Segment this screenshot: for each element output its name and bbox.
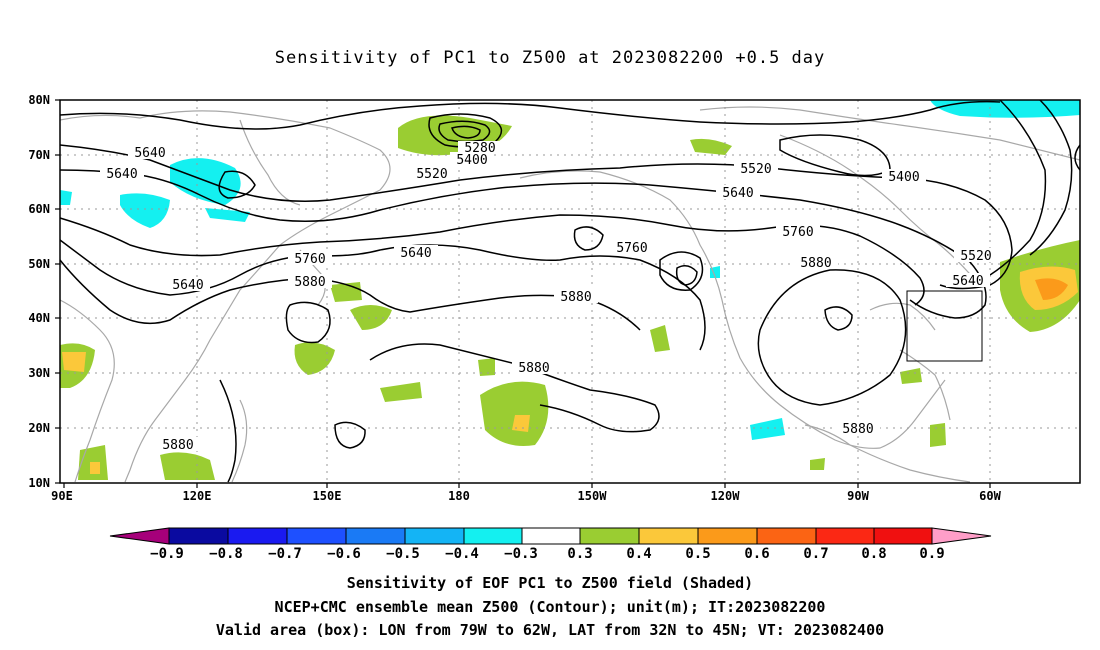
valid-area-box bbox=[906, 290, 983, 362]
contour-label: 5640 bbox=[952, 274, 983, 289]
colorbar-label: −0.9 bbox=[150, 546, 184, 562]
lat-label: 50N bbox=[28, 257, 50, 271]
map-frame bbox=[59, 99, 1081, 484]
colorbar-label: −0.6 bbox=[327, 546, 361, 562]
contour-label: 5880 bbox=[162, 438, 193, 453]
colorbar-label: 0.5 bbox=[685, 546, 710, 562]
colorbar-swatch bbox=[109, 527, 170, 545]
lat-label: 40N bbox=[28, 311, 50, 325]
colorbar-labels: −0.9 −0.8 −0.7 −0.6 −0.5 −0.4 −0.3 0.3 0… bbox=[150, 546, 945, 562]
colorbar-swatch bbox=[345, 527, 406, 545]
lat-label: 30N bbox=[28, 366, 50, 380]
contour-label: 5760 bbox=[294, 252, 325, 267]
colorbar-label: 0.9 bbox=[919, 546, 944, 562]
colorbar-swatch bbox=[168, 527, 229, 545]
contour-label: 5520 bbox=[740, 162, 771, 177]
colorbar-swatch bbox=[579, 527, 640, 545]
colorbar-swatch bbox=[873, 527, 933, 545]
lon-label: 90W bbox=[847, 489, 869, 503]
colorbar-label: −0.4 bbox=[445, 546, 479, 562]
colorbar-label: 0.6 bbox=[744, 546, 769, 562]
tick-marks bbox=[55, 99, 991, 488]
colorbar-label: 0.3 bbox=[567, 546, 592, 562]
contour-label: 5640 bbox=[400, 246, 431, 261]
caption-contour: NCEP+CMC ensemble mean Z500 (Contour); u… bbox=[274, 598, 826, 616]
colorbar-label: −0.5 bbox=[386, 546, 420, 562]
sensitivity-shading bbox=[60, 100, 1080, 480]
lon-label: 150E bbox=[313, 489, 342, 503]
caption-valid-area: Valid area (box): LON from 79W to 62W, L… bbox=[215, 621, 885, 639]
contour-label: 5880 bbox=[560, 290, 591, 305]
contour-label: 5880 bbox=[518, 361, 549, 376]
contour-label: 5400 bbox=[888, 170, 919, 185]
lon-label: 90E bbox=[51, 489, 73, 503]
lat-label: 80N bbox=[28, 93, 50, 107]
lat-label: 60N bbox=[28, 202, 50, 216]
contour-label: 5640 bbox=[172, 278, 203, 293]
colorbar-label: 0.4 bbox=[626, 546, 651, 562]
contour-label: 5760 bbox=[616, 241, 647, 256]
colorbar-swatch bbox=[697, 527, 758, 545]
colorbar-swatch bbox=[521, 527, 581, 545]
lat-label: 70N bbox=[28, 148, 50, 162]
lon-labels: 90E 120E 150E 180 150W 120W 90W 60W bbox=[51, 489, 1001, 503]
contour-label: 5520 bbox=[960, 249, 991, 264]
chart-title: Sensitivity of PC1 to Z500 at 2023082200… bbox=[274, 48, 826, 68]
colorbar-swatch bbox=[404, 527, 465, 545]
colorbar-swatch bbox=[227, 527, 288, 545]
contour-label: 5640 bbox=[722, 186, 753, 201]
colorbar bbox=[109, 527, 992, 545]
contour-label: 5640 bbox=[106, 167, 137, 182]
colorbar-label: 0.8 bbox=[861, 546, 886, 562]
contour-label: 5880 bbox=[842, 422, 873, 437]
lat-label: 10N bbox=[28, 476, 50, 490]
z500-contours bbox=[59, 99, 1081, 483]
contour-label: 5520 bbox=[416, 167, 447, 182]
colorbar-swatch bbox=[286, 527, 347, 545]
lon-label: 180 bbox=[448, 489, 470, 503]
colorbar-swatch bbox=[815, 527, 875, 545]
contour-label: 5760 bbox=[782, 225, 813, 240]
colorbar-label: −0.7 bbox=[268, 546, 302, 562]
contour-label: 5880 bbox=[800, 256, 831, 271]
caption-shading: Sensitivity of EOF PC1 to Z500 field (Sh… bbox=[346, 574, 754, 592]
lon-label: 60W bbox=[979, 489, 1001, 503]
lon-label: 120W bbox=[711, 489, 741, 503]
contour-label: 5400 bbox=[456, 153, 487, 168]
lat-labels: 80N 70N 60N 50N 40N 30N 20N 10N bbox=[28, 93, 50, 490]
contour-label: 5640 bbox=[134, 146, 165, 161]
colorbar-swatch bbox=[463, 527, 523, 545]
colorbar-swatch bbox=[931, 527, 992, 545]
lat-label: 20N bbox=[28, 421, 50, 435]
colorbar-label: −0.8 bbox=[209, 546, 243, 562]
colorbar-label: 0.7 bbox=[803, 546, 828, 562]
lon-label: 120E bbox=[183, 489, 212, 503]
lon-label: 150W bbox=[578, 489, 608, 503]
contour-label: 5880 bbox=[294, 275, 325, 290]
contour-labels: 5640 5640 5640 5640 5640 5640 5280 5400 … bbox=[100, 141, 998, 453]
colorbar-label: −0.3 bbox=[504, 546, 538, 562]
colorbar-swatch bbox=[756, 527, 817, 545]
colorbar-swatch bbox=[638, 527, 699, 545]
